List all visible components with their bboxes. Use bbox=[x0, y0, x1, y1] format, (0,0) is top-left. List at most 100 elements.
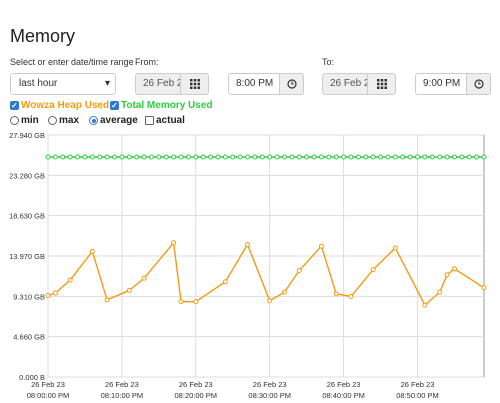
mode-max-label: max bbox=[59, 115, 80, 126]
x-tick-date: 26 Feb 23 bbox=[327, 380, 361, 389]
data-point bbox=[385, 154, 391, 160]
data-point bbox=[267, 298, 273, 304]
data-point bbox=[333, 291, 339, 297]
data-point bbox=[97, 154, 103, 160]
data-point bbox=[304, 154, 310, 160]
toggle-wowza-heap[interactable]: ✓ Wowza Heap Used bbox=[10, 100, 109, 111]
calendar-grid-icon bbox=[189, 79, 200, 89]
page-title: Memory bbox=[10, 26, 76, 46]
data-point bbox=[318, 154, 324, 160]
to-date-field: 26 Feb 23 bbox=[322, 73, 396, 95]
mode-average-label: average bbox=[100, 115, 138, 126]
data-point bbox=[178, 299, 184, 305]
toggle-total-memory-label: Total Memory Used bbox=[121, 100, 213, 111]
range-select[interactable]: last hour ▾ bbox=[10, 73, 116, 95]
x-tick-date: 26 Feb 23 bbox=[253, 380, 287, 389]
mode-actual[interactable]: actual bbox=[145, 115, 185, 126]
to-date-input[interactable]: 26 Feb 23 bbox=[322, 73, 368, 95]
data-point bbox=[245, 241, 251, 247]
data-point bbox=[267, 154, 273, 160]
from-date-input[interactable]: 26 Feb 23 bbox=[135, 73, 181, 95]
data-point bbox=[215, 154, 221, 160]
x-tick-time: 08:50:00 PM bbox=[396, 391, 439, 400]
data-point bbox=[45, 293, 51, 299]
data-point bbox=[348, 293, 354, 299]
data-point bbox=[274, 154, 280, 160]
radio-icon bbox=[10, 116, 19, 125]
data-point bbox=[200, 154, 206, 160]
chevron-down-icon: ▾ bbox=[104, 78, 110, 89]
to-time-input[interactable]: 9:00 PM bbox=[415, 73, 467, 95]
data-point bbox=[363, 154, 369, 160]
data-point bbox=[89, 154, 95, 160]
data-point bbox=[311, 154, 317, 160]
mode-min[interactable]: min bbox=[10, 115, 39, 126]
data-point bbox=[126, 154, 132, 160]
data-point bbox=[355, 154, 361, 160]
data-point bbox=[296, 154, 302, 160]
data-point bbox=[141, 275, 147, 281]
to-calendar-button[interactable] bbox=[368, 73, 396, 95]
data-point bbox=[171, 240, 177, 246]
x-tick-date: 26 Feb 23 bbox=[401, 380, 435, 389]
data-point bbox=[45, 154, 51, 160]
toggle-total-memory[interactable]: ✓ Total Memory Used bbox=[110, 100, 213, 111]
data-point bbox=[193, 154, 199, 160]
data-point bbox=[437, 154, 443, 160]
x-tick-time: 08:20:00 PM bbox=[175, 391, 218, 400]
data-point bbox=[185, 154, 191, 160]
x-tick-time: 08:40:00 PM bbox=[322, 391, 365, 400]
data-point bbox=[141, 154, 147, 160]
data-point bbox=[75, 154, 81, 160]
data-point bbox=[348, 154, 354, 160]
radio-icon bbox=[48, 116, 57, 125]
data-point bbox=[89, 248, 95, 254]
data-point bbox=[451, 266, 457, 272]
data-point bbox=[289, 154, 295, 160]
data-point bbox=[193, 299, 199, 305]
data-point bbox=[422, 302, 428, 308]
data-point bbox=[437, 289, 443, 295]
data-point bbox=[414, 154, 420, 160]
y-tick-label: 23.280 GB bbox=[9, 171, 45, 180]
x-tick-date: 26 Feb 23 bbox=[31, 380, 65, 389]
data-point bbox=[237, 154, 243, 160]
data-point bbox=[112, 154, 118, 160]
mode-average[interactable]: average bbox=[89, 115, 138, 126]
data-point bbox=[222, 154, 228, 160]
from-calendar-button[interactable] bbox=[181, 73, 209, 95]
data-point bbox=[400, 154, 406, 160]
data-point bbox=[333, 154, 339, 160]
checkbox-checked-icon: ✓ bbox=[110, 101, 119, 110]
x-tick-time: 08:00:00 PM bbox=[27, 391, 70, 400]
data-point bbox=[429, 154, 435, 160]
mode-max[interactable]: max bbox=[48, 115, 79, 126]
from-time-input[interactable]: 8:00 PM bbox=[228, 73, 280, 95]
from-clock-button[interactable] bbox=[280, 73, 304, 95]
mode-min-label: min bbox=[21, 115, 39, 126]
data-point bbox=[208, 154, 214, 160]
clock-icon bbox=[286, 79, 297, 89]
data-point bbox=[378, 154, 384, 160]
data-point bbox=[370, 267, 376, 273]
data-point bbox=[281, 154, 287, 160]
data-point bbox=[148, 154, 154, 160]
data-point bbox=[451, 154, 457, 160]
data-point bbox=[252, 154, 258, 160]
to-clock-button[interactable] bbox=[467, 73, 491, 95]
data-point bbox=[370, 154, 376, 160]
data-point bbox=[474, 154, 480, 160]
radio-selected-icon bbox=[89, 116, 98, 125]
y-tick-label: 9.310 GB bbox=[13, 292, 45, 301]
data-point bbox=[318, 243, 324, 249]
to-time-field: 9:00 PM bbox=[415, 73, 491, 95]
data-point bbox=[422, 154, 428, 160]
data-point bbox=[481, 285, 487, 291]
clock-icon bbox=[473, 79, 484, 89]
x-tick-time: 08:30:00 PM bbox=[248, 391, 291, 400]
data-point bbox=[82, 154, 88, 160]
data-point bbox=[163, 154, 169, 160]
to-label: To: bbox=[322, 57, 335, 67]
data-point bbox=[230, 154, 236, 160]
data-point bbox=[67, 277, 73, 283]
